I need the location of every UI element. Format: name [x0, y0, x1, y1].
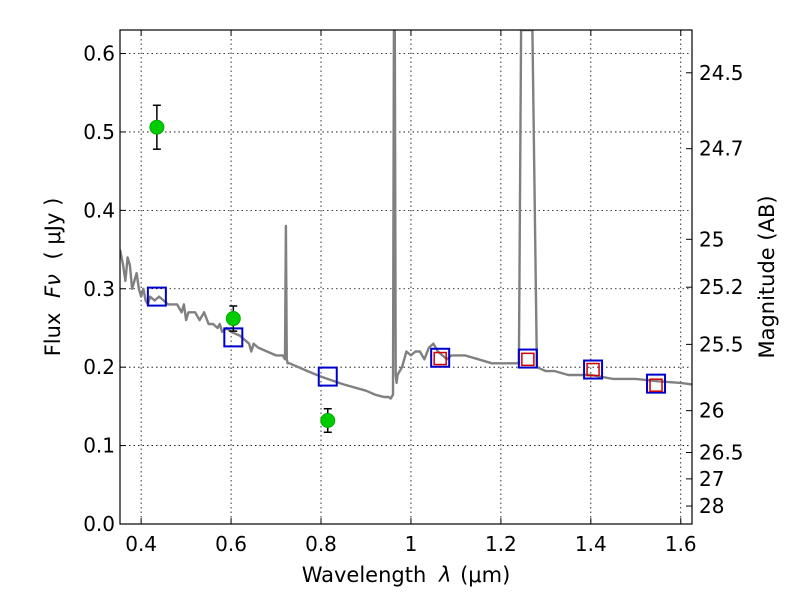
- x-axis-label: Wavelength λ (μm): [302, 563, 511, 587]
- y-tick-label: 0.3: [83, 277, 115, 301]
- observed-photometry-square: [521, 352, 535, 367]
- model-photometry-square: [583, 359, 604, 380]
- y-axis-label: Flux Fν ( μJy ): [41, 198, 65, 357]
- x-tick-label: 0.4: [125, 532, 157, 556]
- model-photometry-square: [430, 347, 451, 368]
- mag-tick-label: 24.7: [699, 137, 744, 161]
- mag-tick-label: 25: [699, 227, 724, 251]
- mag-tick-label: 24.5: [699, 61, 744, 85]
- y-tick-label: 0.6: [83, 42, 115, 66]
- sed-model-line: [120, 30, 692, 400]
- x-tick-label: 0.8: [305, 532, 337, 556]
- x-tick-label: 1: [405, 532, 418, 556]
- grid-lines: [120, 30, 692, 525]
- y-tick-label: 0.1: [83, 434, 115, 458]
- y-tick-label: 0.5: [83, 120, 115, 144]
- y-tick-label: 0.2: [83, 355, 115, 379]
- mag-tick-label: 26: [699, 399, 724, 423]
- y-tick-label: 0.4: [83, 198, 115, 222]
- y-axis-right-label: Magnitude (AB): [755, 195, 779, 358]
- measurement-point: [149, 119, 165, 135]
- measurement-point: [225, 311, 241, 327]
- mag-tick-label: 27: [699, 467, 724, 491]
- model-photometry-square: [517, 348, 538, 369]
- model-photometry-square: [146, 286, 167, 307]
- axis-ticks: 0.4 0.6 0.8 1 1.2 1.4 1.6 0.0 0.1 0.2 0.3 0.4 0.5 0.6…: [83, 30, 744, 556]
- x-tick-label: 1.6: [665, 532, 697, 556]
- observed-photometry-square: [433, 351, 447, 366]
- x-tick-label: 0.6: [215, 532, 247, 556]
- series-layer: [120, 30, 692, 434]
- y-tick-label: 0.0: [83, 512, 115, 536]
- model-photometry-square: [646, 373, 667, 394]
- mag-tick-label: 28: [699, 494, 724, 518]
- model-photometry-square: [317, 366, 338, 387]
- mag-tick-label: 25.5: [699, 332, 744, 356]
- observed-photometry-square: [586, 362, 600, 377]
- plot-frame: [119, 29, 693, 525]
- observed-photometry-square: [649, 378, 663, 392]
- mag-tick-label: 26.5: [699, 440, 744, 464]
- measurement-point: [320, 412, 336, 428]
- x-tick-label: 1.2: [485, 532, 517, 556]
- mag-tick-label: 25.2: [699, 275, 744, 299]
- x-tick-label: 1.4: [575, 532, 607, 556]
